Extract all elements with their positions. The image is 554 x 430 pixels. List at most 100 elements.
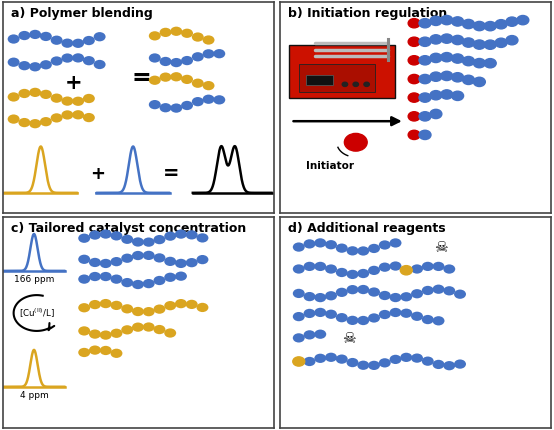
Circle shape	[347, 316, 358, 325]
Circle shape	[181, 56, 193, 65]
Circle shape	[342, 82, 348, 86]
Circle shape	[304, 292, 315, 301]
Circle shape	[132, 322, 144, 332]
Circle shape	[336, 243, 348, 253]
Circle shape	[357, 285, 370, 294]
Circle shape	[314, 354, 326, 363]
Circle shape	[192, 52, 204, 61]
Circle shape	[411, 289, 423, 298]
Circle shape	[379, 291, 391, 300]
Circle shape	[175, 230, 187, 239]
Circle shape	[357, 361, 370, 370]
Circle shape	[78, 348, 90, 357]
Circle shape	[495, 38, 507, 47]
Circle shape	[441, 52, 453, 62]
Circle shape	[325, 291, 337, 301]
Circle shape	[132, 251, 144, 260]
Circle shape	[506, 17, 518, 26]
Circle shape	[293, 264, 305, 273]
Circle shape	[454, 359, 466, 369]
Circle shape	[100, 331, 112, 340]
Circle shape	[61, 53, 73, 63]
Circle shape	[347, 270, 358, 279]
Circle shape	[408, 130, 420, 139]
Circle shape	[368, 313, 380, 322]
Circle shape	[18, 118, 30, 127]
Circle shape	[422, 356, 434, 366]
Circle shape	[8, 34, 19, 44]
Circle shape	[401, 292, 412, 301]
Circle shape	[186, 258, 198, 267]
Circle shape	[89, 329, 101, 339]
Circle shape	[83, 94, 95, 103]
Circle shape	[408, 18, 420, 28]
Circle shape	[110, 231, 122, 240]
Circle shape	[336, 268, 348, 277]
Circle shape	[83, 36, 95, 45]
Circle shape	[304, 357, 315, 366]
Circle shape	[192, 32, 204, 42]
Circle shape	[463, 56, 474, 66]
Circle shape	[379, 358, 391, 368]
Circle shape	[336, 313, 348, 322]
Text: +: +	[64, 73, 82, 93]
Circle shape	[357, 246, 370, 255]
Circle shape	[443, 264, 455, 273]
Circle shape	[411, 353, 423, 363]
Circle shape	[110, 301, 122, 310]
Circle shape	[293, 333, 305, 343]
Circle shape	[192, 79, 204, 88]
Circle shape	[61, 111, 73, 120]
Circle shape	[164, 301, 176, 310]
Circle shape	[164, 231, 176, 241]
Circle shape	[463, 38, 474, 47]
Circle shape	[408, 55, 420, 65]
Circle shape	[121, 325, 133, 335]
Circle shape	[78, 255, 90, 264]
Circle shape	[121, 254, 133, 263]
Circle shape	[213, 49, 225, 58]
Circle shape	[408, 112, 420, 121]
Circle shape	[50, 93, 63, 103]
Circle shape	[422, 262, 434, 271]
Circle shape	[452, 54, 464, 63]
Circle shape	[389, 308, 402, 317]
Circle shape	[441, 71, 453, 80]
Circle shape	[29, 62, 41, 71]
Bar	[306, 75, 333, 86]
Circle shape	[153, 253, 166, 263]
Circle shape	[368, 244, 380, 253]
Circle shape	[314, 238, 326, 248]
Text: b) Initiation regulation: b) Initiation regulation	[288, 7, 447, 20]
Circle shape	[197, 233, 208, 243]
Circle shape	[408, 37, 420, 46]
Circle shape	[452, 91, 464, 101]
Circle shape	[314, 293, 326, 302]
Circle shape	[304, 330, 315, 340]
Circle shape	[379, 263, 391, 272]
Circle shape	[353, 82, 358, 86]
Circle shape	[143, 279, 155, 288]
Circle shape	[61, 96, 73, 106]
Text: ☠: ☠	[434, 240, 448, 255]
Circle shape	[121, 235, 133, 244]
Circle shape	[401, 309, 412, 318]
Circle shape	[203, 35, 214, 45]
Circle shape	[419, 93, 431, 102]
Circle shape	[433, 316, 444, 326]
Circle shape	[149, 53, 161, 63]
Circle shape	[100, 346, 112, 355]
Circle shape	[153, 325, 166, 334]
Circle shape	[192, 97, 204, 106]
Circle shape	[121, 304, 133, 313]
Circle shape	[389, 355, 402, 364]
Circle shape	[132, 237, 144, 247]
Circle shape	[473, 22, 485, 31]
Circle shape	[463, 75, 474, 85]
Circle shape	[175, 259, 187, 268]
Circle shape	[143, 322, 155, 332]
Circle shape	[304, 239, 315, 249]
Circle shape	[314, 329, 326, 339]
Circle shape	[433, 285, 444, 294]
Circle shape	[345, 133, 367, 151]
